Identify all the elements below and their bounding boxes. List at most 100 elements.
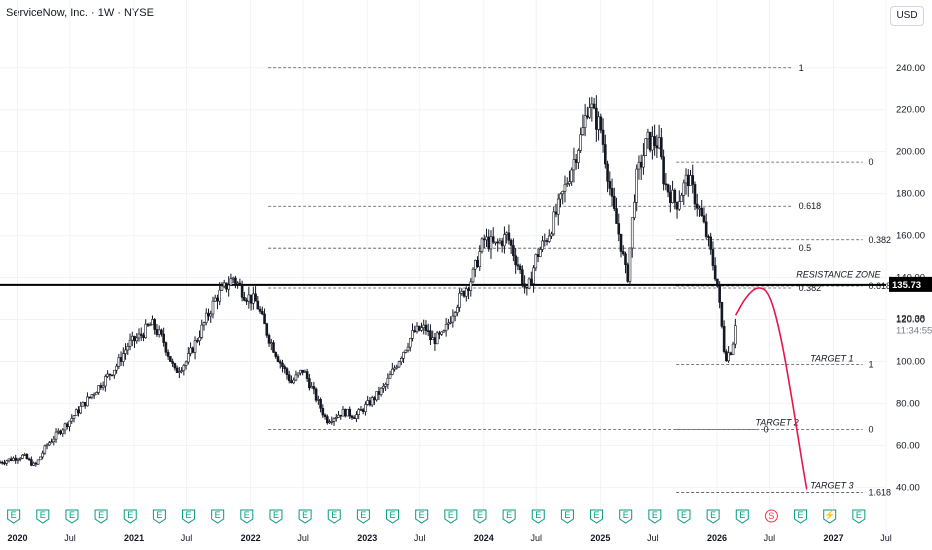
grid bbox=[0, 0, 887, 530]
candle-body bbox=[460, 290, 464, 294]
candle-body bbox=[92, 393, 96, 396]
candle-body bbox=[400, 358, 403, 363]
candle-body bbox=[500, 240, 504, 247]
candle-body bbox=[621, 251, 625, 255]
candle-body bbox=[415, 325, 419, 333]
candle-body bbox=[191, 347, 195, 353]
candle-body bbox=[361, 409, 365, 412]
candle-body bbox=[115, 365, 118, 371]
candle-body bbox=[595, 107, 598, 130]
candle-body bbox=[467, 288, 470, 291]
candle-body bbox=[684, 174, 688, 184]
candle-body bbox=[391, 368, 394, 375]
earnings-marker-label: E bbox=[506, 510, 512, 520]
candle-body bbox=[417, 325, 421, 331]
candle-body bbox=[669, 191, 672, 203]
candle-body bbox=[554, 211, 558, 215]
candle-body bbox=[711, 249, 715, 266]
candle-body bbox=[83, 401, 87, 407]
candle-body bbox=[200, 324, 204, 338]
candle-body bbox=[61, 429, 65, 434]
x-tick-label: Jul bbox=[531, 533, 543, 543]
y-tick-label: 80.00 bbox=[896, 398, 920, 409]
candle-body bbox=[41, 452, 44, 458]
earnings-marker-label: ⚡ bbox=[824, 509, 835, 521]
bar-countdown: 11:34:55 bbox=[896, 326, 932, 337]
candle-body bbox=[471, 268, 475, 283]
candle-body bbox=[328, 421, 331, 424]
candle-body bbox=[252, 293, 255, 304]
candle-body bbox=[88, 396, 91, 399]
candle-body bbox=[267, 335, 271, 344]
candle-body bbox=[521, 269, 524, 285]
candle-body bbox=[198, 337, 201, 342]
candle-body bbox=[397, 361, 401, 368]
candle-body bbox=[0, 461, 2, 464]
candle-body bbox=[148, 324, 152, 327]
candle-body bbox=[207, 312, 210, 317]
candle-body bbox=[193, 340, 197, 353]
candle-body bbox=[263, 313, 266, 325]
candle-body bbox=[272, 342, 275, 353]
candle-body bbox=[491, 236, 495, 243]
candle-body bbox=[276, 356, 280, 362]
candle-body bbox=[12, 457, 15, 461]
projection bbox=[734, 287, 808, 490]
earnings-marker-label: E bbox=[390, 510, 396, 520]
candle-body bbox=[341, 409, 345, 417]
candle-body bbox=[559, 193, 562, 200]
earnings-marker-label: E bbox=[798, 510, 804, 520]
earnings-marker-label: E bbox=[360, 510, 366, 520]
candle-body bbox=[319, 399, 322, 409]
candle-body bbox=[346, 408, 349, 417]
earnings-marker-label: E bbox=[98, 510, 104, 520]
candle-body bbox=[563, 183, 567, 192]
candle-body bbox=[597, 116, 600, 130]
candle-body bbox=[579, 134, 582, 151]
y-tick-label: 180.00 bbox=[896, 189, 925, 200]
x-tick-label: Jul bbox=[181, 533, 193, 543]
candle-body bbox=[3, 462, 6, 465]
candle-body bbox=[310, 386, 313, 389]
candle-body bbox=[23, 454, 26, 456]
currency-button[interactable]: USD bbox=[890, 6, 924, 26]
candle-body bbox=[469, 281, 473, 291]
candle-body bbox=[151, 319, 154, 326]
candle-body bbox=[465, 288, 468, 297]
candle-body bbox=[375, 391, 378, 401]
candle-body bbox=[666, 184, 670, 193]
candle-body bbox=[216, 297, 219, 302]
candle-body bbox=[160, 329, 163, 335]
candle-body bbox=[653, 136, 656, 147]
annotation-label: TARGET 3 bbox=[810, 480, 853, 490]
candle-body bbox=[485, 236, 488, 241]
candle-body bbox=[0, 461, 4, 464]
earnings-marker-label: E bbox=[215, 510, 221, 520]
candle-body bbox=[178, 371, 181, 373]
candle-body bbox=[144, 323, 148, 338]
candle-body bbox=[651, 136, 654, 151]
candle-body bbox=[45, 444, 49, 447]
candle-body bbox=[27, 458, 31, 461]
candle-body bbox=[25, 454, 29, 460]
candle-body bbox=[729, 352, 733, 355]
candle-body bbox=[142, 335, 145, 338]
candle-body bbox=[604, 144, 607, 165]
candle-body bbox=[440, 331, 443, 335]
candle-body bbox=[292, 379, 295, 384]
candle-body bbox=[229, 278, 233, 286]
candle-body bbox=[612, 195, 616, 209]
candle-body bbox=[245, 300, 248, 302]
candle-body bbox=[119, 357, 123, 362]
candle-body bbox=[7, 458, 11, 462]
candle-body bbox=[220, 285, 224, 291]
candle-body bbox=[108, 373, 112, 376]
candle-body bbox=[211, 300, 215, 315]
candle-body bbox=[677, 201, 681, 210]
candle-body bbox=[709, 236, 712, 250]
candle-body bbox=[718, 285, 721, 303]
candle-body bbox=[59, 430, 62, 434]
y-tick-label: 120.00 bbox=[896, 314, 925, 325]
earnings-marker bbox=[502, 509, 516, 524]
